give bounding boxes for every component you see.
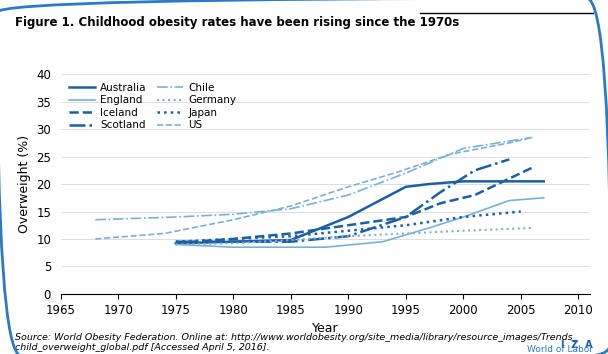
Text: I  Z  A: I Z A [561, 341, 593, 350]
Text: Figure 1. Childhood obesity rates have been rising since the 1970s: Figure 1. Childhood obesity rates have b… [15, 16, 460, 29]
Text: World of Labor: World of Labor [527, 345, 593, 354]
X-axis label: Year: Year [312, 322, 339, 335]
Legend: Australia, England, Iceland, Scotland, Chile, Germany, Japan, US: Australia, England, Iceland, Scotland, C… [66, 80, 240, 133]
Text: Source: World Obesity Federation. Online at: http://www.worldobesity.org/site_me: Source: World Obesity Federation. Online… [15, 333, 578, 352]
Y-axis label: Overweight (%): Overweight (%) [18, 135, 30, 233]
